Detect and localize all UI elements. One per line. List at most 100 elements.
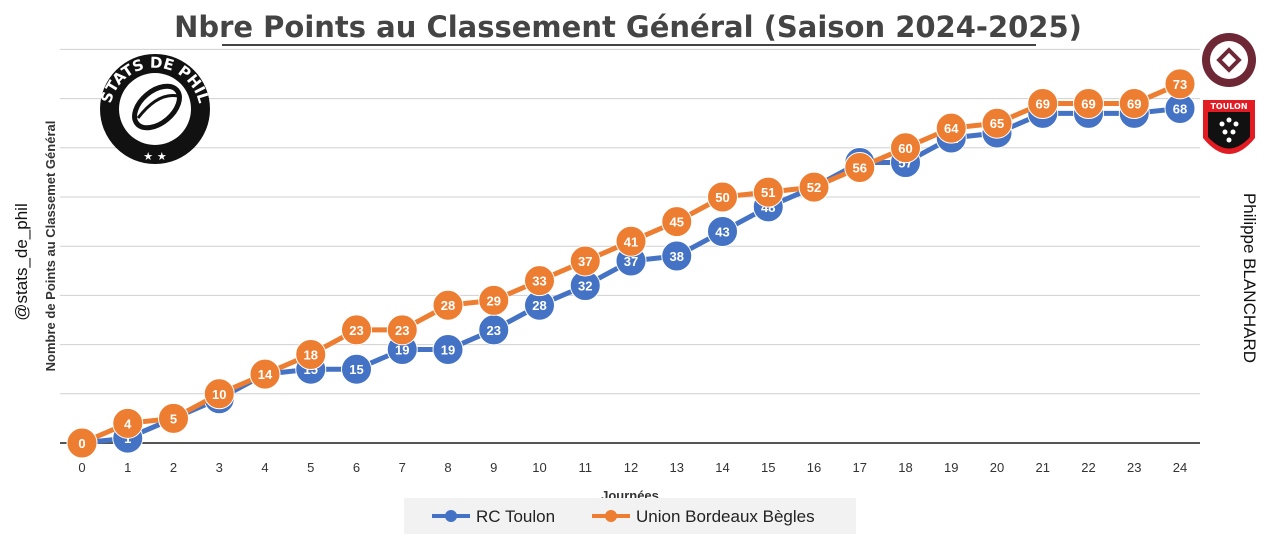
- data-label: 73: [1173, 77, 1187, 92]
- x-tick-label: 13: [670, 460, 684, 475]
- data-point: [112, 407, 144, 439]
- toulon-logo-text: TOULON: [1210, 102, 1247, 111]
- data-point: [1073, 88, 1104, 120]
- data-label: 69: [1036, 97, 1050, 112]
- data-label: 51: [761, 185, 775, 200]
- x-tick-label: 11: [579, 460, 593, 475]
- data-label: 43: [715, 224, 729, 239]
- data-label: 68: [1173, 101, 1187, 116]
- data-point: [1164, 68, 1196, 100]
- x-tick-label: 10: [532, 460, 546, 475]
- data-point: [661, 206, 693, 238]
- data-label: 33: [532, 274, 546, 289]
- x-tick-label: 21: [1036, 460, 1050, 475]
- data-point: [890, 132, 921, 164]
- x-tick-label: 7: [399, 460, 406, 475]
- data-label: 28: [532, 298, 546, 313]
- data-point: [569, 245, 601, 277]
- data-point: [981, 107, 1013, 139]
- x-tick-label: 6: [353, 460, 360, 475]
- y-axis-title: Nombre de Points au Classemet Général: [43, 121, 58, 372]
- x-tick-label: 15: [761, 460, 775, 475]
- data-label: 18: [304, 347, 318, 362]
- series: 0159141515191923283237384348525757626367…: [66, 68, 1196, 459]
- data-point: [752, 176, 784, 208]
- x-tick-label: 16: [807, 460, 821, 475]
- data-point: [341, 353, 372, 385]
- data-point: [935, 112, 967, 144]
- data-point: [524, 265, 555, 297]
- x-tick-label: 9: [490, 460, 497, 475]
- x-tick-label: 18: [898, 460, 912, 475]
- data-label: 23: [349, 323, 363, 338]
- data-point: [295, 338, 327, 370]
- data-point: [203, 378, 235, 410]
- data-label: 38: [670, 249, 684, 264]
- data-point: [386, 314, 418, 346]
- data-point: [478, 284, 510, 316]
- data-point: [341, 314, 372, 346]
- x-tick-label: 19: [944, 460, 958, 475]
- legend-item-rc-toulon: RC Toulon: [432, 507, 555, 526]
- data-point: [432, 334, 464, 366]
- svg-text:★ ★: ★ ★: [143, 150, 167, 163]
- data-label: 69: [1081, 97, 1095, 112]
- data-label: 23: [487, 323, 501, 338]
- author-text: Philippe BLANCHARD: [1240, 193, 1259, 363]
- data-label: 69: [1127, 97, 1141, 112]
- data-point: [158, 402, 189, 434]
- x-tick-label: 8: [444, 460, 451, 475]
- x-axis-ticks: 0 1 2 3 4 5 6 7 8 9 10 11 12 13 14 15 16 17 18 19 20 21 22 23 24: [78, 460, 1187, 475]
- data-label: 14: [258, 367, 273, 382]
- data-label: 28: [441, 298, 455, 313]
- x-tick-label: 20: [990, 460, 1004, 475]
- data-point: [66, 427, 98, 459]
- data-point: [844, 151, 876, 183]
- data-point: [1118, 88, 1150, 120]
- legend-item-ubb: Union Bordeaux Bègles: [592, 507, 815, 526]
- data-label: 64: [944, 121, 959, 136]
- legend: RC Toulon Union Bordeaux Bègles: [404, 498, 856, 534]
- data-label: 15: [349, 362, 363, 377]
- data-point: [615, 225, 647, 257]
- data-label: 19: [441, 343, 455, 358]
- data-label: 10: [212, 387, 226, 402]
- data-point: [707, 181, 738, 213]
- data-label: 56: [853, 160, 867, 175]
- data-label: 32: [578, 279, 592, 294]
- toulon-logo: TOULON: [1203, 100, 1255, 154]
- x-tick-label: 2: [170, 460, 177, 475]
- data-point: [798, 171, 830, 203]
- data-point: [707, 215, 738, 247]
- data-point: [249, 358, 281, 390]
- legend-label-rc-toulon: RC Toulon: [476, 507, 555, 526]
- x-tick-label: 23: [1127, 460, 1141, 475]
- data-label: 37: [624, 254, 638, 269]
- data-label: 52: [807, 180, 821, 195]
- data-label: 50: [715, 190, 729, 205]
- data-label: 19: [395, 343, 409, 358]
- data-point: [661, 240, 693, 272]
- legend-marker-rc-toulon: [445, 510, 457, 522]
- chart-title: Nbre Points au Classement Général (Saiso…: [174, 10, 1082, 44]
- data-point: [432, 289, 464, 321]
- data-label: 37: [578, 254, 592, 269]
- data-label: 41: [624, 234, 638, 249]
- data-label: 23: [395, 323, 409, 338]
- x-tick-label: 14: [715, 460, 729, 475]
- x-tick-label: 3: [216, 460, 223, 475]
- x-tick-label: 1: [124, 460, 131, 475]
- data-label: 65: [990, 116, 1004, 131]
- legend-marker-ubb: [605, 510, 617, 522]
- x-tick-label: 12: [624, 460, 638, 475]
- ubb-logo: [1202, 33, 1256, 87]
- x-tick-label: 4: [261, 460, 268, 475]
- x-tick-label: 0: [78, 460, 85, 475]
- x-tick-label: 5: [307, 460, 314, 475]
- legend-label-ubb: Union Bordeaux Bègles: [636, 507, 815, 526]
- data-label: 45: [670, 215, 684, 230]
- data-label: 4: [124, 416, 132, 431]
- data-label: 29: [487, 293, 501, 308]
